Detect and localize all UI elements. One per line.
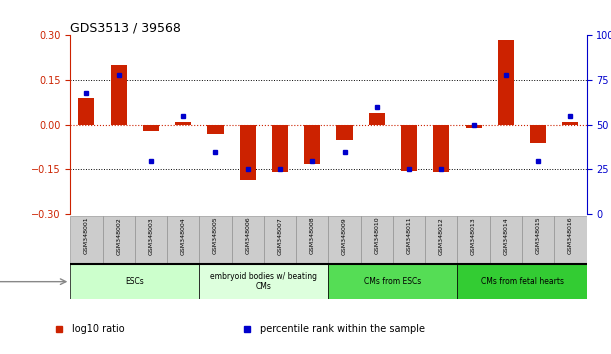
Bar — [70, 216, 103, 264]
Bar — [329, 264, 458, 299]
Bar — [78, 98, 95, 125]
Text: GSM348010: GSM348010 — [375, 217, 379, 255]
Bar — [143, 125, 159, 131]
Text: GSM348014: GSM348014 — [503, 217, 508, 255]
Bar — [199, 216, 232, 264]
Bar — [433, 125, 450, 172]
Text: GSM348002: GSM348002 — [116, 217, 121, 255]
Text: ESCs: ESCs — [125, 277, 144, 286]
Bar — [522, 216, 554, 264]
Bar — [466, 125, 481, 128]
Bar — [207, 125, 224, 134]
Bar — [111, 65, 126, 125]
Bar — [458, 264, 587, 299]
Bar — [562, 122, 579, 125]
Text: GSM348001: GSM348001 — [84, 217, 89, 255]
Bar — [70, 264, 199, 299]
Text: CMs from fetal hearts: CMs from fetal hearts — [480, 277, 563, 286]
Bar — [264, 216, 296, 264]
Text: GSM348004: GSM348004 — [181, 217, 186, 255]
Bar — [296, 216, 329, 264]
Bar — [360, 216, 393, 264]
Bar — [135, 216, 167, 264]
Bar — [337, 125, 353, 140]
Bar — [554, 216, 587, 264]
Bar — [498, 40, 514, 125]
Bar — [232, 216, 264, 264]
Text: log10 ratio: log10 ratio — [72, 324, 125, 334]
Bar — [167, 216, 199, 264]
Text: GSM348007: GSM348007 — [277, 217, 282, 255]
Text: GSM348005: GSM348005 — [213, 217, 218, 255]
Text: GSM348009: GSM348009 — [342, 217, 347, 255]
Bar — [103, 216, 135, 264]
Bar — [199, 264, 329, 299]
Text: GSM348006: GSM348006 — [245, 217, 251, 255]
Text: GDS3513 / 39568: GDS3513 / 39568 — [70, 21, 181, 34]
Text: GSM348012: GSM348012 — [439, 217, 444, 255]
Bar — [401, 125, 417, 171]
Text: GSM348015: GSM348015 — [536, 217, 541, 255]
Text: CMs from ESCs: CMs from ESCs — [364, 277, 422, 286]
Bar — [175, 122, 191, 125]
Bar — [458, 216, 490, 264]
Text: embryoid bodies w/ beating
CMs: embryoid bodies w/ beating CMs — [210, 272, 317, 291]
Text: GSM348008: GSM348008 — [310, 217, 315, 255]
Text: GSM348016: GSM348016 — [568, 217, 573, 255]
Bar — [425, 216, 458, 264]
Bar — [304, 125, 320, 164]
Bar — [272, 125, 288, 172]
Text: GSM348003: GSM348003 — [148, 217, 153, 255]
Bar — [240, 125, 256, 180]
Text: GSM348013: GSM348013 — [471, 217, 476, 255]
Bar — [329, 216, 360, 264]
Text: GSM348011: GSM348011 — [406, 217, 412, 255]
Bar — [369, 113, 385, 125]
Bar — [530, 125, 546, 143]
Bar — [490, 216, 522, 264]
Bar — [393, 216, 425, 264]
Text: percentile rank within the sample: percentile rank within the sample — [260, 324, 425, 334]
